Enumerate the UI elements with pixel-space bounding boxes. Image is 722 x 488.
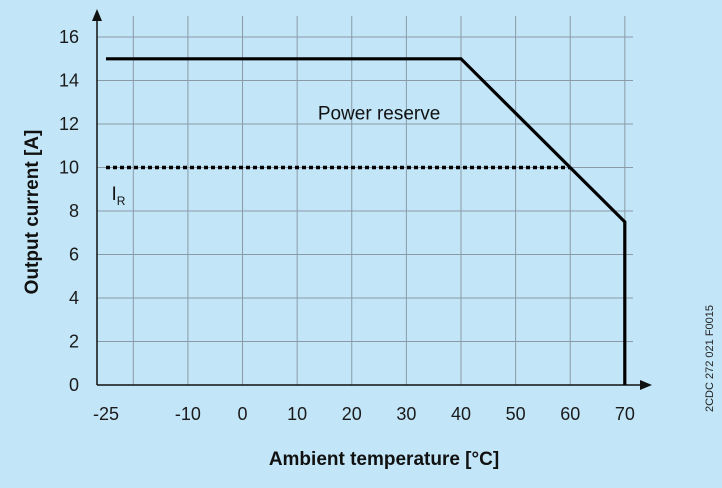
rated-current-subscript: R xyxy=(117,194,126,208)
x-tick-label: 40 xyxy=(451,404,471,424)
x-tick-label: 60 xyxy=(560,404,580,424)
y-tick-label: 6 xyxy=(69,245,79,265)
x-tick-label: 50 xyxy=(506,404,526,424)
x-tick-label: -25 xyxy=(93,404,119,424)
tick-labels: 0 2 4 6 8 10 12 14 16 -25 -10 0 10 20 30 40 50 60 70 xyxy=(59,27,635,424)
x-tick-label: 20 xyxy=(342,404,362,424)
y-axis-arrow xyxy=(92,9,102,21)
figure-code: 2CDC 272 021 F0015 xyxy=(704,305,716,412)
y-tick-label: 10 xyxy=(59,158,79,178)
annotation-power-reserve: Power reserve xyxy=(318,104,441,125)
y-tick-label: 8 xyxy=(69,201,79,221)
y-tick-label: 0 xyxy=(69,375,79,395)
x-tick-label: -10 xyxy=(175,404,201,424)
y-tick-label: 4 xyxy=(69,288,79,308)
rated-current-symbol: I xyxy=(111,184,116,205)
x-axis-arrow xyxy=(640,380,652,390)
y-tick-label: 2 xyxy=(69,332,79,352)
grid xyxy=(97,16,633,385)
x-tick-label: 30 xyxy=(396,404,416,424)
axes xyxy=(92,9,652,390)
y-tick-label: 14 xyxy=(59,71,79,91)
x-tick-label: 70 xyxy=(615,404,635,424)
x-tick-label: 0 xyxy=(238,404,248,424)
derating-curve xyxy=(106,57,627,385)
y-tick-label: 16 xyxy=(59,27,79,47)
x-axis-title: Ambient temperature [°C] xyxy=(269,449,499,470)
y-axis-title: Output current [A] xyxy=(22,130,43,295)
x-tick-label: 10 xyxy=(287,404,307,424)
annotation-rated-current: IR xyxy=(111,184,125,208)
series-group xyxy=(106,57,627,385)
y-tick-label: 12 xyxy=(59,114,79,134)
